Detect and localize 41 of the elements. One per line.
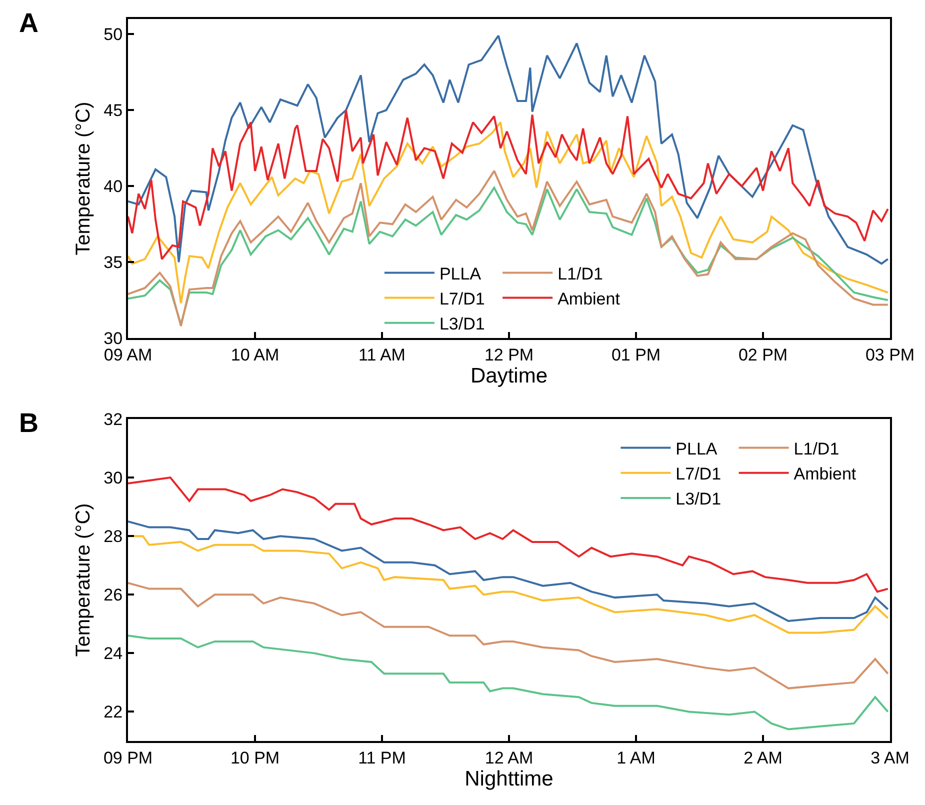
y-tick-label: 40 [104, 177, 123, 196]
x-tick-label: 11 AM [358, 346, 406, 365]
x-axis-title: Nighttime [464, 767, 554, 790]
legend-label: Ambient [558, 289, 620, 308]
x-tick-label: 03 PM [865, 346, 915, 365]
legend-label: L3/D1 [439, 314, 485, 334]
chart-title: B [19, 408, 38, 438]
x-tick-label: 09 PM [103, 748, 153, 768]
x-tick-label: 10 AM [230, 346, 280, 365]
x-tick-label: 12 AM [484, 748, 534, 768]
x-tick-label: 09 AM [104, 346, 152, 365]
y-axis-title: Temperature (°C) [72, 503, 95, 657]
y-tick-label: 32 [104, 410, 123, 429]
y-tick-label: 26 [104, 586, 123, 605]
y-tick-label: 35 [104, 253, 123, 272]
y-tick-label: 28 [104, 527, 123, 546]
legend-label: PLLA [439, 264, 482, 284]
legend-label: L7/D1 [439, 289, 485, 308]
y-tick-label: 30 [104, 468, 123, 488]
y-tick-label: 45 [104, 101, 123, 120]
x-tick-label: 3 AM [870, 748, 910, 768]
y-tick-label: 30 [104, 329, 123, 348]
y-axis-title: Temperature (°C) [72, 102, 95, 256]
x-tick-label: 12 PM [484, 346, 534, 365]
chart-title: A [19, 8, 38, 38]
legend-label: L3/D1 [676, 490, 722, 509]
x-tick-label: 02 PM [738, 346, 788, 365]
x-tick-label: 11 PM [358, 748, 406, 768]
legend-label: L1/D1 [558, 264, 603, 284]
x-tick-label: 2 AM [744, 748, 782, 768]
legend-label: PLLA [676, 439, 718, 458]
y-tick-label: 50 [104, 25, 123, 44]
x-axis-title: Daytime [470, 364, 548, 388]
x-tick-label: 10 PM [230, 748, 280, 768]
y-tick-label: 22 [104, 702, 123, 722]
x-tick-label: 1 AM [616, 748, 656, 768]
y-tick-label: 24 [104, 644, 123, 664]
legend-label: Ambient [794, 464, 856, 484]
legend-label: L1/D1 [794, 439, 840, 458]
legend-label: L7/D1 [676, 464, 722, 484]
x-tick-label: 01 PM [611, 346, 661, 365]
